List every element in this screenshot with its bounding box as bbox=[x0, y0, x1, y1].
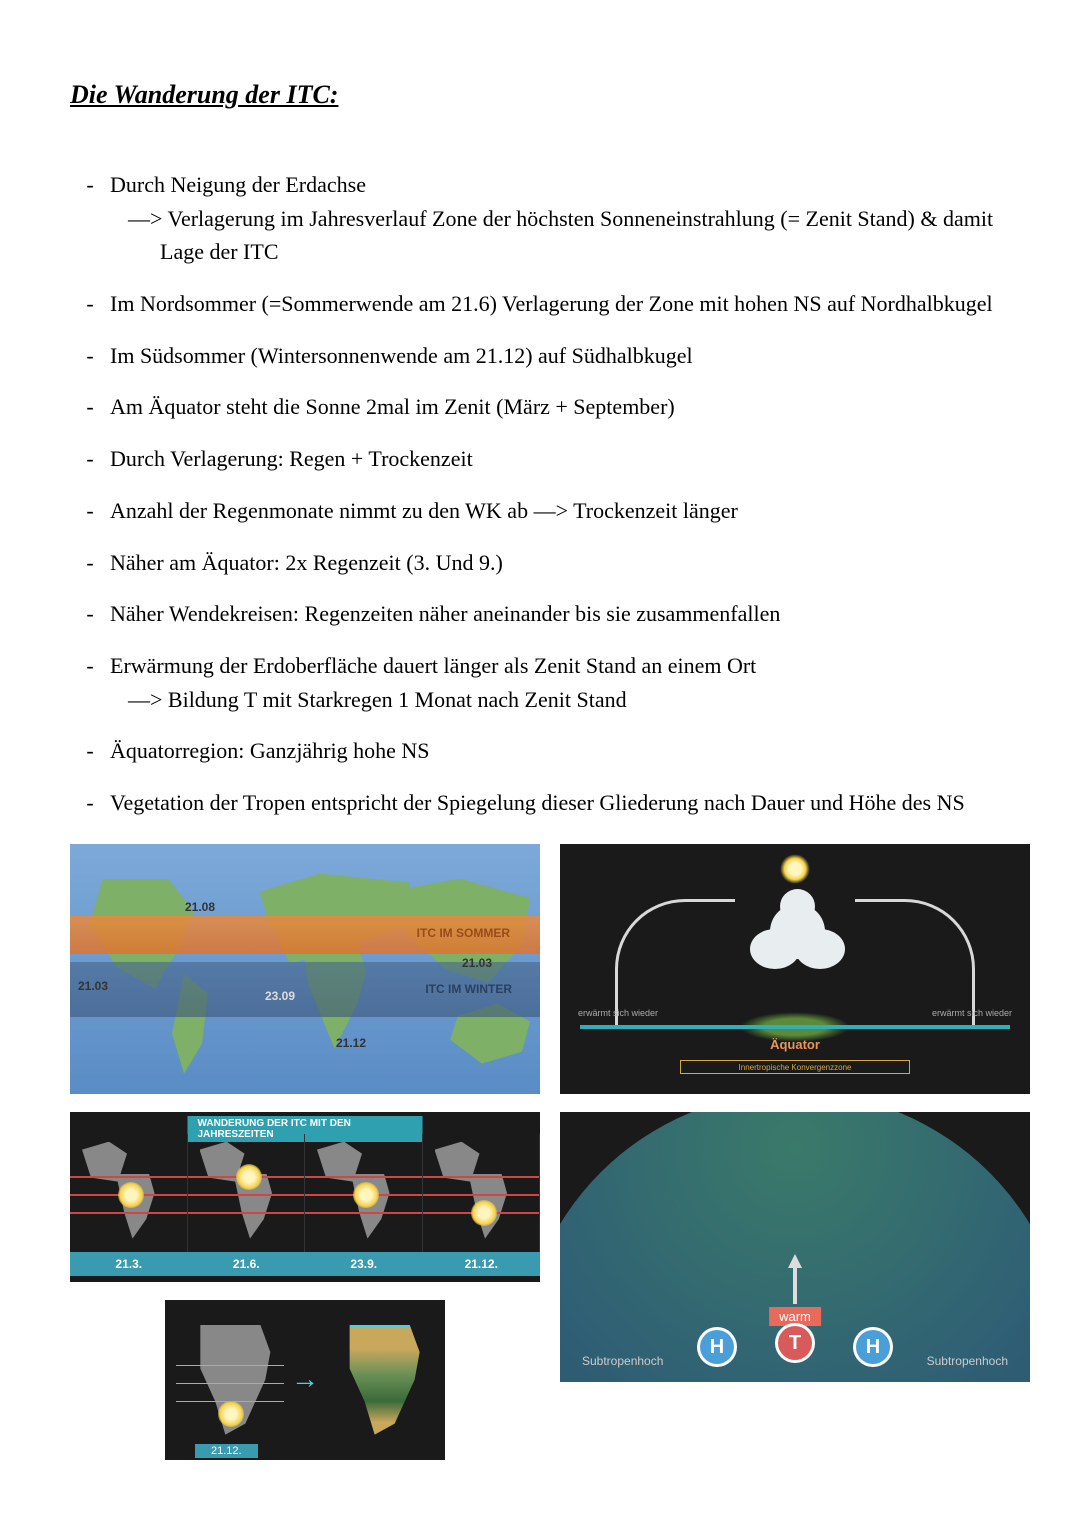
map-date-label: 23.09 bbox=[265, 989, 295, 1003]
bullet-item: - Näher am Äquator: 2x Regenzeit (3. Und… bbox=[70, 548, 1010, 578]
bullet-item: - Am Äquator steht die Sonne 2mal im Zen… bbox=[70, 392, 1010, 422]
strip-date: 23.9. bbox=[305, 1252, 423, 1276]
bullet-dash: - bbox=[70, 392, 110, 422]
bullet-text: Vegetation der Tropen entspricht der Spi… bbox=[110, 788, 1010, 818]
arrow-icon: → bbox=[291, 1364, 319, 1396]
strip-date: 21.3. bbox=[70, 1252, 188, 1276]
bullet-dash: - bbox=[70, 289, 110, 319]
itcz-bar: Innertropische Konvergenzzone bbox=[680, 1060, 910, 1074]
bullet-dash: - bbox=[70, 170, 110, 267]
bullet-text: Im Nordsommer (=Sommerwende am 21.6) Ver… bbox=[110, 289, 1010, 319]
bullet-item: - Erwärmung der Erdoberfläche dauert län… bbox=[70, 651, 1010, 714]
bullet-text: Äquatorregion: Ganzjährig hohe NS bbox=[110, 736, 1010, 766]
bullet-item: - Vegetation der Tropen entspricht der S… bbox=[70, 788, 1010, 818]
high-pressure-icon: H bbox=[700, 1330, 734, 1364]
bullet-item: - Durch Verlagerung: Regen + Trockenzeit bbox=[70, 444, 1010, 474]
bullet-subtext: —> Verlagerung im Jahresverlauf Zone der… bbox=[110, 204, 1010, 234]
bullet-item: - Anzahl der Regenmonate nimmt zu den WK… bbox=[70, 496, 1010, 526]
bullet-subtext: Lage der ITC bbox=[110, 237, 1010, 267]
bullet-dash: - bbox=[70, 496, 110, 526]
map-date-label: 21.03 bbox=[462, 956, 492, 970]
low-pressure-icon: T bbox=[778, 1326, 812, 1360]
bullet-dash: - bbox=[70, 651, 110, 714]
strip-date: 21.12. bbox=[423, 1252, 541, 1276]
world-map-figure: 21.08 ITC IM SOMMER 21.03 21.03 23.09 IT… bbox=[70, 844, 540, 1094]
bullet-dash: - bbox=[70, 736, 110, 766]
arrow-up-icon bbox=[788, 1254, 802, 1304]
map-date-label: 21.08 bbox=[185, 900, 215, 914]
passat-figure: warme Luft steigt auf Höhenwind=Antipass… bbox=[560, 1112, 1030, 1382]
bullet-dash: - bbox=[70, 548, 110, 578]
mini-map bbox=[70, 1134, 188, 1252]
bullet-dash: - bbox=[70, 444, 110, 474]
cycle-label: erwärmt sich wieder bbox=[578, 1008, 658, 1018]
high-pressure-icon: H bbox=[856, 1330, 890, 1364]
bullet-item: - Äquatorregion: Ganzjährig hohe NS bbox=[70, 736, 1010, 766]
sun-icon bbox=[780, 854, 810, 884]
bullet-dash: - bbox=[70, 788, 110, 818]
map-date-label: 21.03 bbox=[78, 979, 108, 993]
cloud-cycle-figure: erwärmt sich wieder erwärmt sich wieder … bbox=[560, 844, 1030, 1094]
bullet-dash: - bbox=[70, 341, 110, 371]
mini-map bbox=[305, 1134, 423, 1252]
bullet-text: Durch Neigung der Erdachse bbox=[110, 172, 366, 197]
bullet-text: Durch Verlagerung: Regen + Trockenzeit bbox=[110, 444, 1010, 474]
bullet-subtext: —> Bildung T mit Starkregen 1 Monat nach… bbox=[110, 685, 1010, 715]
bullet-text: Anzahl der Regenmonate nimmt zu den WK a… bbox=[110, 496, 1010, 526]
subtropen-label: Subtropenhoch bbox=[927, 1354, 1008, 1368]
detail-date: 21.12. bbox=[195, 1444, 258, 1458]
mini-map bbox=[188, 1134, 306, 1252]
africa-vegetation bbox=[330, 1325, 430, 1435]
bullet-dash: - bbox=[70, 599, 110, 629]
strip-date: 21.6. bbox=[188, 1252, 306, 1276]
bullet-text: Am Äquator steht die Sonne 2mal im Zenit… bbox=[110, 392, 1010, 422]
bullet-item: - Näher Wendekreisen: Regenzeiten näher … bbox=[70, 599, 1010, 629]
bullet-text: Im Südsommer (Wintersonnenwende am 21.12… bbox=[110, 341, 1010, 371]
warm-box: warm bbox=[769, 1307, 821, 1326]
bullet-text: Erwärmung der Erdoberfläche dauert länge… bbox=[110, 653, 756, 678]
itc-summer-label: ITC IM SOMMER bbox=[417, 926, 510, 940]
cycle-label: erwärmt sich wieder bbox=[932, 1008, 1012, 1018]
cloud-icon bbox=[740, 889, 850, 969]
mini-map bbox=[423, 1134, 541, 1252]
bullet-item: - Im Nordsommer (=Sommerwende am 21.6) V… bbox=[70, 289, 1010, 319]
subtropen-label: Subtropenhoch bbox=[582, 1354, 663, 1368]
map-date-label: 21.12 bbox=[336, 1036, 366, 1050]
season-strip-figure: WANDERUNG DER ITC MIT DEN JAHRESZEITEN bbox=[70, 1112, 540, 1282]
bullet-text: Näher Wendekreisen: Regenzeiten näher an… bbox=[110, 599, 1010, 629]
bullet-item: - Im Südsommer (Wintersonnenwende am 21.… bbox=[70, 341, 1010, 371]
africa-detail-figure: → 21.12. bbox=[165, 1300, 445, 1460]
itc-winter-label: ITC IM WINTER bbox=[425, 982, 512, 996]
images-grid: 21.08 ITC IM SOMMER 21.03 21.03 23.09 IT… bbox=[70, 844, 1010, 1460]
bullet-text: Näher am Äquator: 2x Regenzeit (3. Und 9… bbox=[110, 548, 1010, 578]
page-title: Die Wanderung der ITC: bbox=[70, 80, 1010, 110]
equator-label: Äquator bbox=[770, 1037, 820, 1052]
bullet-item: - Durch Neigung der Erdachse —> Verlager… bbox=[70, 170, 1010, 267]
bullet-list: - Durch Neigung der Erdachse —> Verlager… bbox=[70, 170, 1010, 818]
